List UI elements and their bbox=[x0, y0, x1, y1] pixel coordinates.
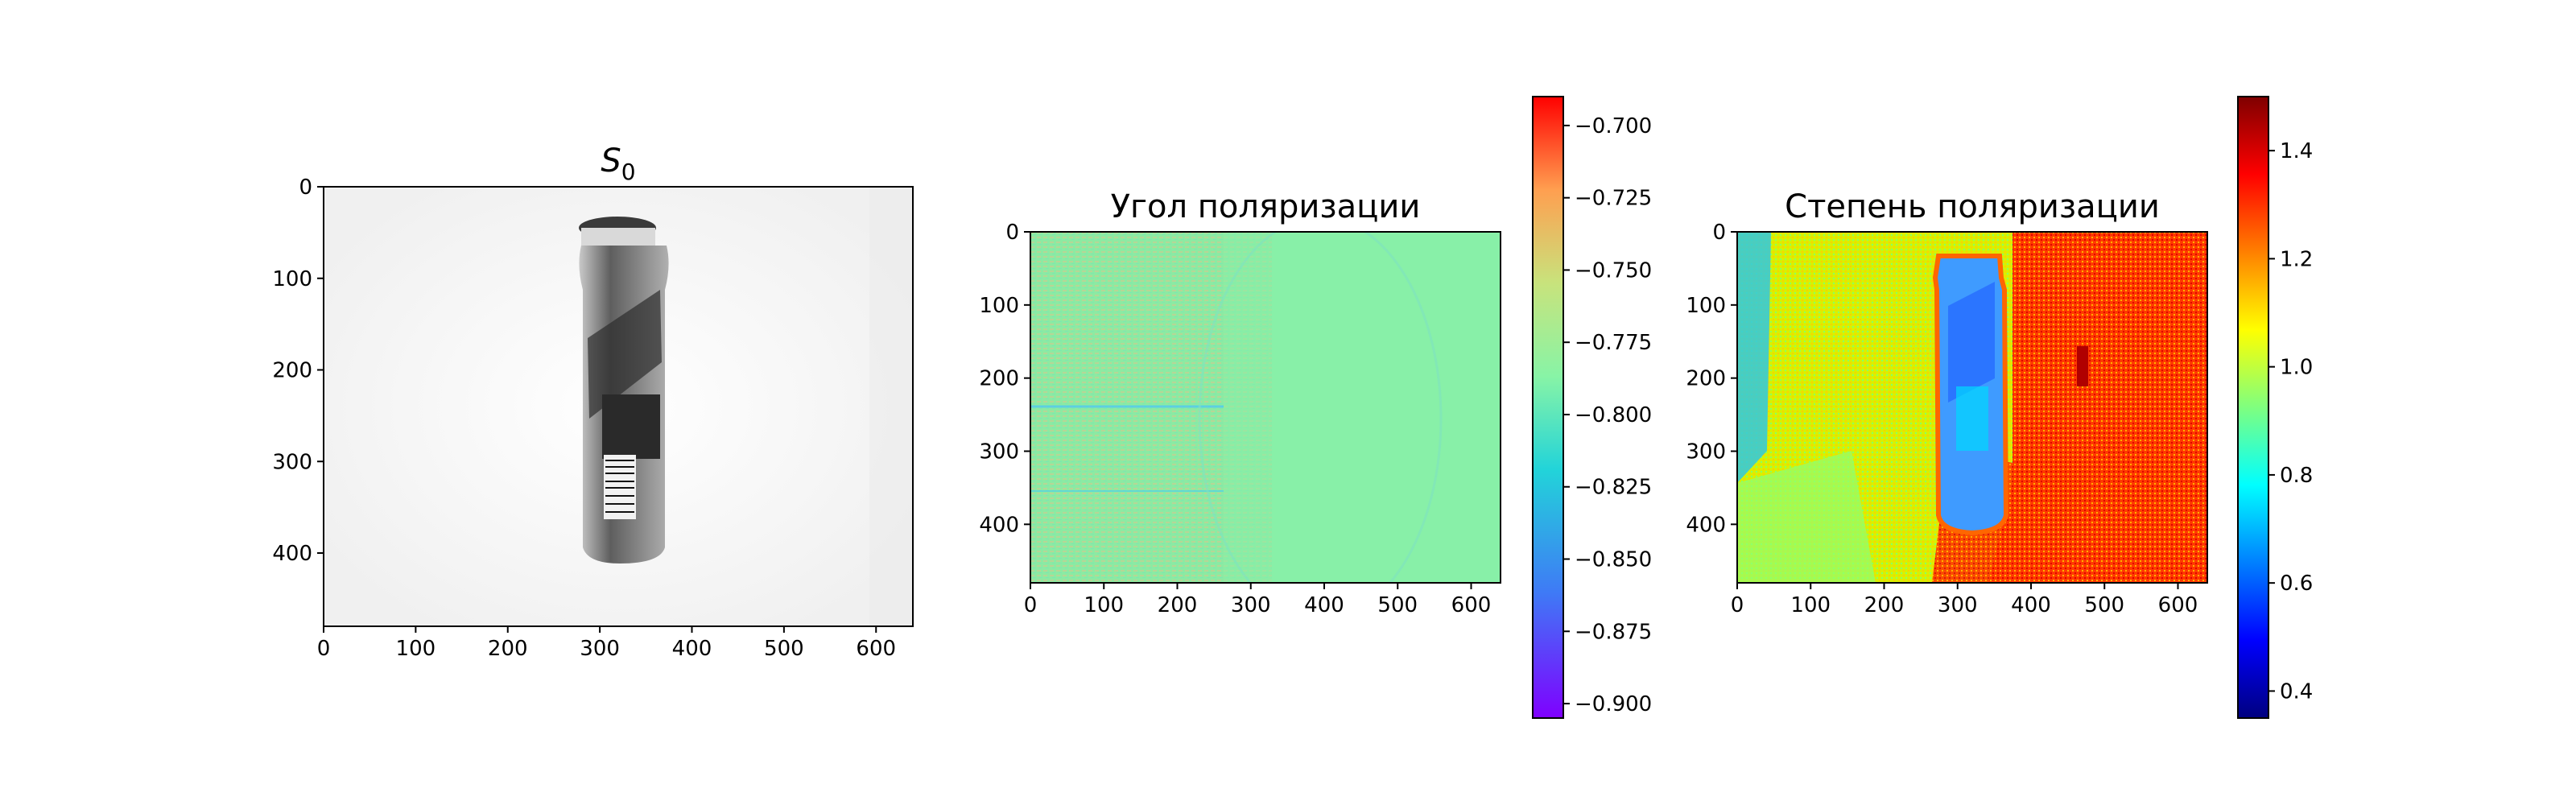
x-tick-label: 400 bbox=[672, 637, 712, 661]
s0-image bbox=[324, 187, 913, 626]
colorbar-tick-label: −0.700 bbox=[1575, 114, 1652, 138]
x-tick-label: 500 bbox=[764, 637, 804, 661]
y-tick-label: 200 bbox=[1686, 367, 1726, 391]
x-tick-label: 600 bbox=[2158, 593, 2198, 617]
x-tick-label: 300 bbox=[1938, 593, 1978, 617]
x-tick-label: 100 bbox=[1790, 593, 1831, 617]
y-tick-label: 400 bbox=[272, 542, 312, 566]
y-tick-label: 300 bbox=[272, 450, 312, 474]
colorbar-tick-label: −0.750 bbox=[1575, 258, 1652, 283]
panel-s0-axes: 0 100 200 300 400 500 600 0 100 200 300 400 bbox=[272, 175, 896, 661]
colorbar-tick-label: 1.2 bbox=[2280, 247, 2313, 271]
panel-angle-title: Угол поляризации bbox=[1111, 188, 1421, 225]
degree-colorbar bbox=[2237, 96, 2269, 719]
panel-angle-frame bbox=[1030, 231, 1501, 584]
colorbar-tick-label: −0.725 bbox=[1575, 187, 1652, 211]
y-tick-label: 100 bbox=[979, 294, 1019, 318]
angle-colorbar-ticks: −0.900 −0.875 −0.850 −0.825 −0.800 −0.775 −0.7… bbox=[1563, 114, 1652, 716]
panel-s0: S0 0 100 200 300 400 500 600 0 100 200 300 400 bbox=[272, 142, 914, 661]
x-tick-label: 100 bbox=[396, 637, 436, 661]
panel-degree-axes: 0 100 200 300 400 500 600 0 100 200 300 400 bbox=[1686, 221, 2198, 617]
degree-colorbar-ticks: 0.4 0.6 0.8 1.0 1.2 1.4 bbox=[2268, 139, 2313, 704]
y-tick-label: 400 bbox=[979, 513, 1019, 537]
panel-angle-axes: 0 100 200 300 400 500 600 0 100 200 300 400 bbox=[979, 221, 1491, 617]
x-tick-label: 600 bbox=[1451, 593, 1492, 617]
x-tick-label: 0 bbox=[317, 637, 331, 661]
x-tick-label: 300 bbox=[580, 637, 620, 661]
y-tick-label: 0 bbox=[1712, 221, 1726, 245]
colorbar-tick-label: −0.850 bbox=[1575, 548, 1652, 572]
colorbar-tick-label: −0.875 bbox=[1575, 620, 1652, 644]
x-tick-label: 300 bbox=[1231, 593, 1271, 617]
x-tick-label: 100 bbox=[1084, 593, 1124, 617]
y-tick-label: 0 bbox=[299, 175, 312, 200]
y-tick-label: 100 bbox=[272, 267, 312, 291]
y-tick-label: 300 bbox=[979, 440, 1019, 464]
colorbar-tick-label: −0.775 bbox=[1575, 331, 1652, 355]
colorbar-tick-label: 0.6 bbox=[2280, 572, 2313, 596]
panel-degree: Степень поляризации 0 100 200 300 400 500 6000… bbox=[1686, 96, 2313, 719]
panel-s0-title: S0 bbox=[601, 142, 635, 185]
panel-degree-title: Степень поляризации bbox=[1785, 188, 2160, 225]
panel-s0-frame bbox=[323, 186, 914, 627]
x-tick-label: 200 bbox=[1158, 593, 1198, 617]
x-tick-label: 200 bbox=[488, 637, 528, 661]
y-tick-label: 300 bbox=[1686, 440, 1726, 464]
y-tick-label: 200 bbox=[272, 359, 312, 383]
y-tick-label: 100 bbox=[1686, 294, 1726, 318]
panel-degree-frame bbox=[1736, 231, 2208, 584]
x-tick-label: 400 bbox=[1304, 593, 1344, 617]
x-tick-label: 400 bbox=[2011, 593, 2051, 617]
angle-image bbox=[1030, 232, 1501, 583]
y-tick-label: 400 bbox=[1686, 513, 1726, 537]
x-tick-label: 500 bbox=[1377, 593, 1418, 617]
colorbar-tick-label: −0.900 bbox=[1575, 692, 1652, 716]
x-tick-label: 600 bbox=[856, 637, 896, 661]
colorbar-tick-label: −0.825 bbox=[1575, 476, 1652, 500]
x-tick-label: 500 bbox=[2084, 593, 2124, 617]
y-tick-label: 0 bbox=[1005, 221, 1019, 245]
x-tick-label: 0 bbox=[1024, 593, 1038, 617]
y-tick-label: 200 bbox=[979, 367, 1019, 391]
degree-image bbox=[1737, 232, 2207, 583]
colorbar-tick-label: 1.0 bbox=[2280, 356, 2313, 380]
colorbar-tick-label: 0.8 bbox=[2280, 464, 2313, 488]
panel-angle: Угол поляризации 0 100 200 300 400 500 600 0 100… bbox=[979, 96, 1652, 719]
colorbar-tick-label: −0.800 bbox=[1575, 403, 1652, 427]
angle-colorbar bbox=[1532, 96, 1564, 719]
colorbar-tick-label: 0.4 bbox=[2280, 679, 2313, 704]
x-tick-label: 200 bbox=[1864, 593, 1905, 617]
x-tick-label: 0 bbox=[1731, 593, 1744, 617]
colorbar-tick-label: 1.4 bbox=[2280, 139, 2313, 163]
